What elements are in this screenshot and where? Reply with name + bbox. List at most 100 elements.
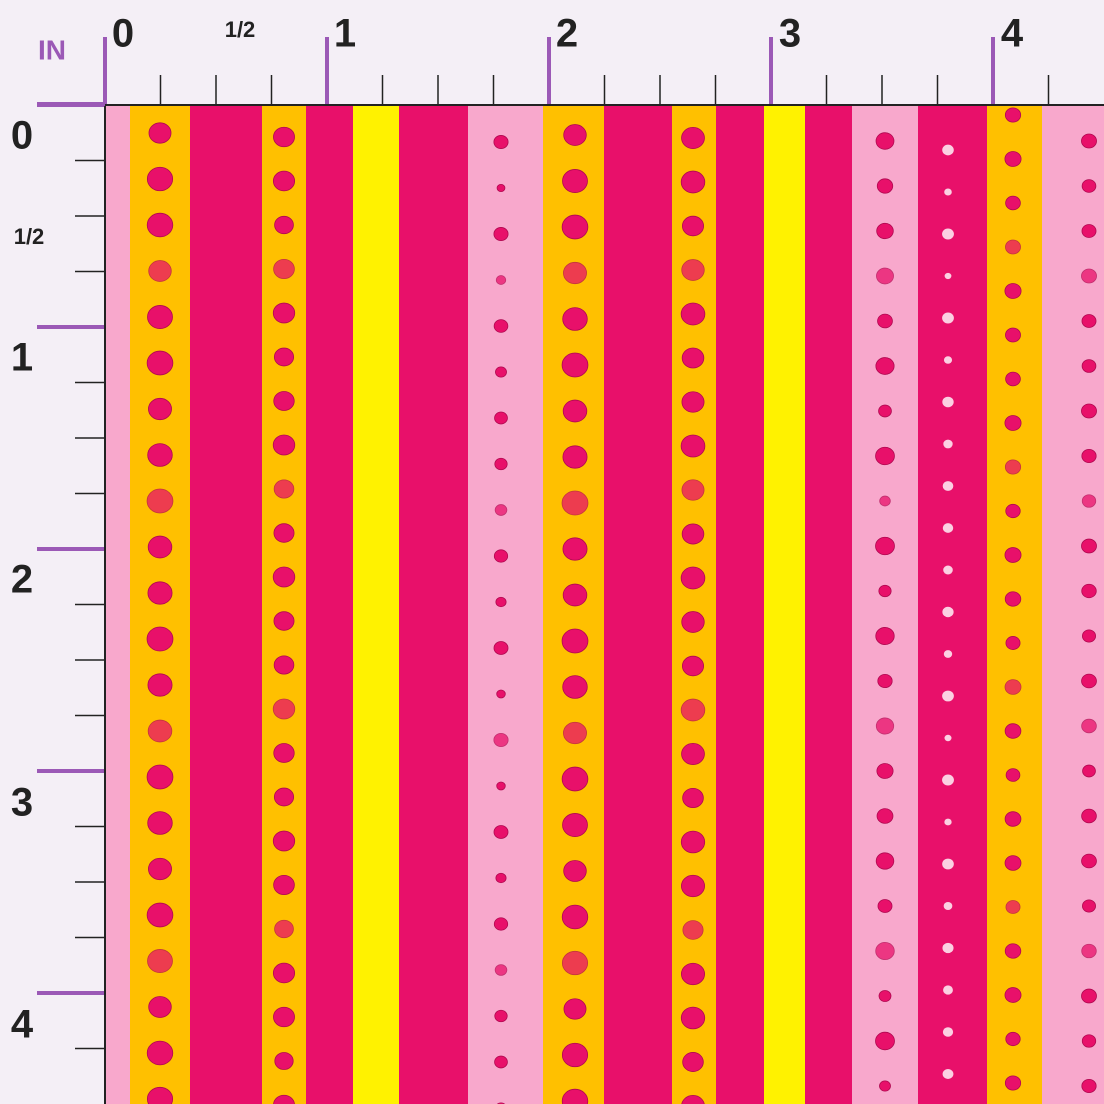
dot: [681, 347, 705, 369]
dot: [943, 439, 953, 449]
dot: [878, 584, 892, 598]
left-label: 0: [11, 114, 33, 158]
dot: [496, 781, 506, 791]
dot: [875, 852, 895, 870]
dot: [495, 366, 507, 378]
dot: [681, 611, 705, 633]
dot: [562, 675, 588, 699]
stripe: [918, 105, 987, 1104]
dot: [875, 941, 895, 961]
dot: [681, 391, 705, 413]
dot: [682, 920, 704, 940]
dot: [1004, 547, 1022, 563]
dot: [273, 874, 295, 896]
dot: [273, 523, 295, 543]
dot: [562, 813, 588, 837]
dot: [147, 719, 173, 743]
dot: [272, 698, 296, 720]
dot: [148, 122, 172, 144]
dot: [496, 689, 506, 699]
dot: [273, 479, 295, 499]
top-label: 4: [1001, 12, 1024, 56]
dot: [493, 733, 509, 747]
dot: [1081, 224, 1097, 238]
dot: [878, 404, 892, 418]
dot: [273, 655, 295, 675]
dot: [562, 307, 588, 331]
dot: [875, 717, 895, 735]
top-label: 1/2: [225, 17, 256, 42]
dot: [1004, 459, 1022, 475]
dot: [681, 743, 705, 765]
dot: [681, 479, 705, 501]
dot: [493, 319, 509, 333]
dot: [943, 565, 953, 575]
dot: [561, 628, 589, 654]
dot: [561, 904, 589, 930]
dot: [1081, 1034, 1097, 1048]
stripe: [105, 105, 130, 1104]
dot: [1082, 764, 1096, 778]
dot: [875, 446, 895, 466]
dot: [273, 258, 295, 280]
dot: [942, 774, 954, 786]
dot: [680, 434, 706, 458]
dot: [1004, 415, 1022, 431]
dot: [562, 583, 588, 607]
dot: [1081, 179, 1097, 193]
dot: [561, 1088, 589, 1104]
dot: [563, 721, 587, 745]
dot: [1081, 853, 1097, 869]
left-label: 2: [11, 558, 33, 602]
dot: [876, 808, 894, 824]
top-label: 3: [779, 12, 801, 56]
dot: [494, 411, 508, 425]
dot: [493, 641, 509, 655]
stripe: [764, 105, 805, 1104]
dot: [1004, 723, 1022, 739]
dot: [1081, 718, 1097, 734]
dot: [943, 985, 953, 995]
dot: [944, 734, 952, 742]
dot: [942, 144, 954, 156]
dot: [495, 275, 507, 285]
dot: [877, 673, 893, 689]
dot: [562, 399, 588, 423]
dot: [680, 698, 706, 722]
dot: [496, 183, 506, 193]
dot: [1081, 268, 1097, 284]
dot: [273, 1094, 295, 1104]
dot: [561, 214, 589, 240]
dot: [875, 132, 895, 150]
dot: [146, 764, 174, 790]
dot: [147, 949, 173, 973]
dot: [1005, 1031, 1021, 1047]
dot: [562, 537, 588, 561]
left-label: 1/2: [14, 224, 45, 249]
dot: [563, 860, 587, 882]
dot: [272, 830, 296, 852]
dot: [494, 1009, 508, 1023]
dot: [148, 260, 172, 282]
dot: [682, 1052, 704, 1072]
dot: [944, 272, 952, 280]
dot: [1081, 359, 1097, 373]
dot: [147, 811, 173, 835]
dot: [1081, 133, 1097, 149]
dot: [494, 964, 508, 976]
left-label: 3: [11, 781, 33, 825]
dot: [1004, 987, 1022, 1003]
dot: [942, 606, 954, 618]
dot: [1081, 538, 1097, 554]
dot: [146, 350, 174, 376]
top-label: 1: [334, 12, 356, 56]
dot: [273, 1006, 295, 1028]
dot: [878, 990, 892, 1002]
top-label: 2: [556, 12, 578, 56]
dot: [681, 655, 705, 677]
dot: [680, 302, 706, 326]
dot: [942, 523, 954, 533]
dot: [561, 490, 589, 516]
dot: [147, 581, 173, 605]
dot: [561, 950, 589, 976]
